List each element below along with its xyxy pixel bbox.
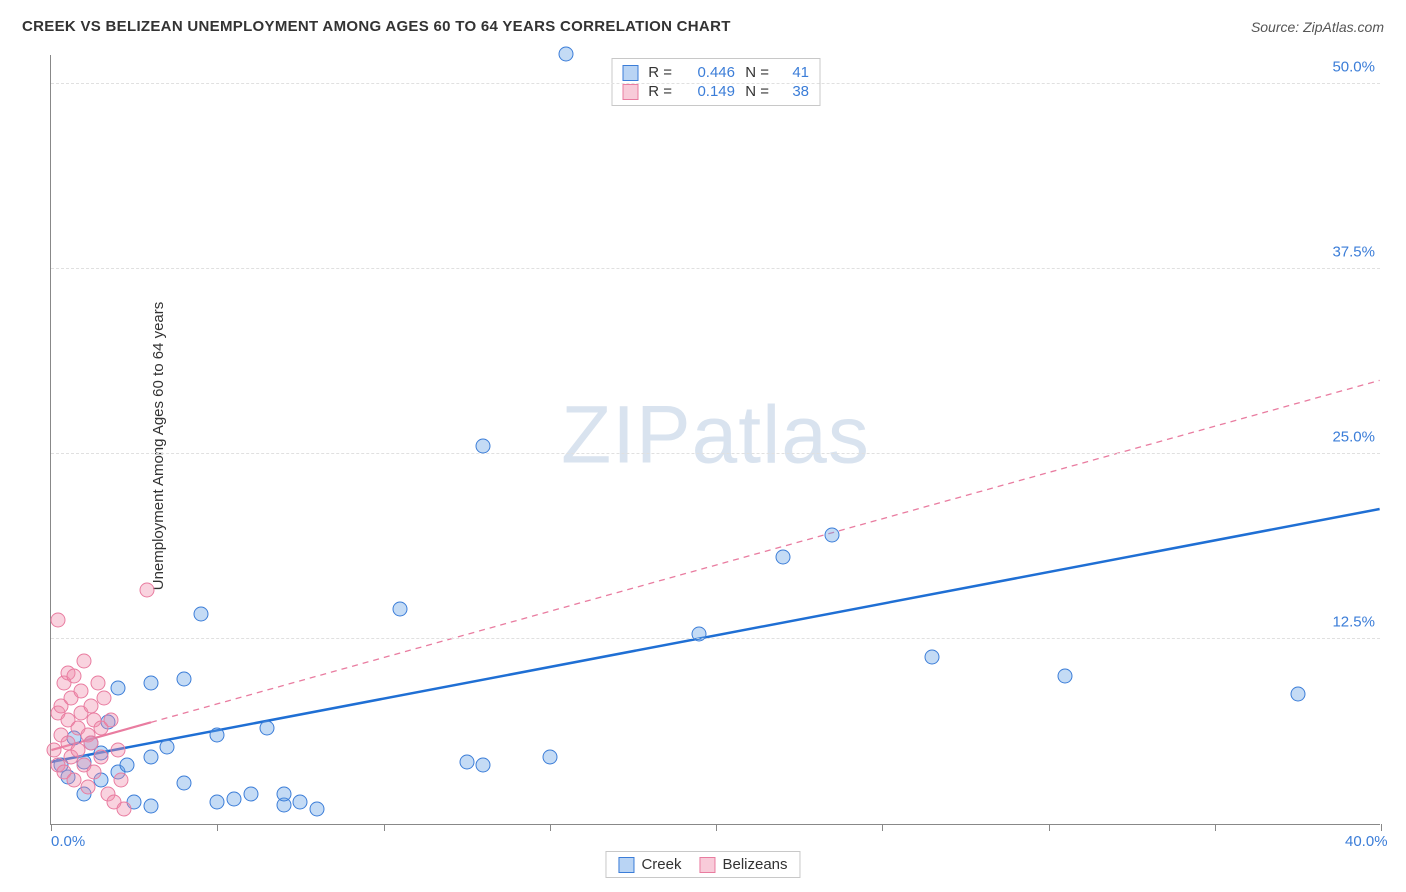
x-tick: [217, 824, 218, 831]
data-point: [160, 740, 175, 755]
legend-swatch: [622, 65, 638, 81]
data-point: [825, 528, 840, 543]
stat-r-value: 0.446: [680, 64, 735, 81]
y-tick-label: 12.5%: [1332, 613, 1385, 630]
x-tick: [51, 824, 52, 831]
data-point: [476, 439, 491, 454]
stat-label: N =: [743, 64, 769, 81]
data-point: [177, 671, 192, 686]
data-point: [87, 765, 102, 780]
gridline: [51, 83, 1380, 84]
data-point: [1290, 686, 1305, 701]
x-tick: [882, 824, 883, 831]
data-point: [193, 606, 208, 621]
x-tick: [384, 824, 385, 831]
legend-swatch: [699, 857, 715, 873]
data-point: [80, 779, 95, 794]
data-point: [103, 713, 118, 728]
scatter-plot: ZIPatlas R =0.446N =41R =0.149N =38 12.5…: [50, 55, 1380, 825]
data-point: [459, 754, 474, 769]
x-tick-label: 0.0%: [51, 833, 85, 850]
data-point: [476, 757, 491, 772]
data-point: [177, 775, 192, 790]
y-tick-label: 37.5%: [1332, 243, 1385, 260]
legend-swatch: [618, 857, 634, 873]
y-tick-label: 25.0%: [1332, 428, 1385, 445]
data-point: [243, 787, 258, 802]
x-tick: [1215, 824, 1216, 831]
data-point: [120, 757, 135, 772]
legend-swatch: [622, 84, 638, 100]
x-tick-label: 40.0%: [1345, 833, 1388, 850]
legend-label: Belizeans: [722, 856, 787, 873]
data-point: [692, 627, 707, 642]
data-point: [310, 802, 325, 817]
chart-source: Source: ZipAtlas.com: [1251, 19, 1384, 35]
trend-lines: [51, 55, 1380, 824]
gridline: [51, 453, 1380, 454]
gridline: [51, 638, 1380, 639]
legend-item: Belizeans: [699, 856, 787, 873]
chart-title: CREEK VS BELIZEAN UNEMPLOYMENT AMONG AGE…: [22, 18, 731, 35]
data-point: [260, 720, 275, 735]
stat-label: R =: [646, 64, 672, 81]
x-tick: [550, 824, 551, 831]
legend: Creek Belizeans: [605, 851, 800, 878]
chart-header: CREEK VS BELIZEAN UNEMPLOYMENT AMONG AGE…: [22, 18, 1384, 35]
data-point: [117, 802, 132, 817]
data-point: [113, 772, 128, 787]
data-point: [97, 691, 112, 706]
stats-row: R = 0.446 N = 41: [622, 63, 809, 82]
data-point: [83, 735, 98, 750]
x-tick: [1049, 824, 1050, 831]
data-point: [73, 683, 88, 698]
data-point: [559, 47, 574, 62]
data-point: [542, 750, 557, 765]
data-point: [393, 602, 408, 617]
stat-n-value: 41: [777, 64, 809, 81]
data-point: [110, 742, 125, 757]
stat-label: N =: [743, 83, 769, 100]
data-point: [226, 791, 241, 806]
data-point: [293, 794, 308, 809]
data-point: [140, 583, 155, 598]
data-point: [276, 787, 291, 802]
data-point: [1058, 668, 1073, 683]
data-point: [775, 550, 790, 565]
y-tick-label: 50.0%: [1332, 58, 1385, 75]
data-point: [925, 649, 940, 664]
data-point: [210, 728, 225, 743]
data-point: [67, 668, 82, 683]
data-point: [50, 612, 65, 627]
stat-r-value: 0.149: [680, 83, 735, 100]
data-point: [143, 676, 158, 691]
x-tick: [716, 824, 717, 831]
stat-n-value: 38: [777, 83, 809, 100]
x-tick: [1381, 824, 1382, 831]
gridline: [51, 268, 1380, 269]
data-point: [90, 676, 105, 691]
data-point: [143, 750, 158, 765]
data-point: [143, 799, 158, 814]
data-point: [110, 680, 125, 695]
stats-row: R = 0.149 N = 38: [622, 82, 809, 101]
data-point: [77, 654, 92, 669]
legend-label: Creek: [641, 856, 681, 873]
stat-label: R =: [646, 83, 672, 100]
data-point: [93, 750, 108, 765]
legend-item: Creek: [618, 856, 681, 873]
data-point: [210, 794, 225, 809]
